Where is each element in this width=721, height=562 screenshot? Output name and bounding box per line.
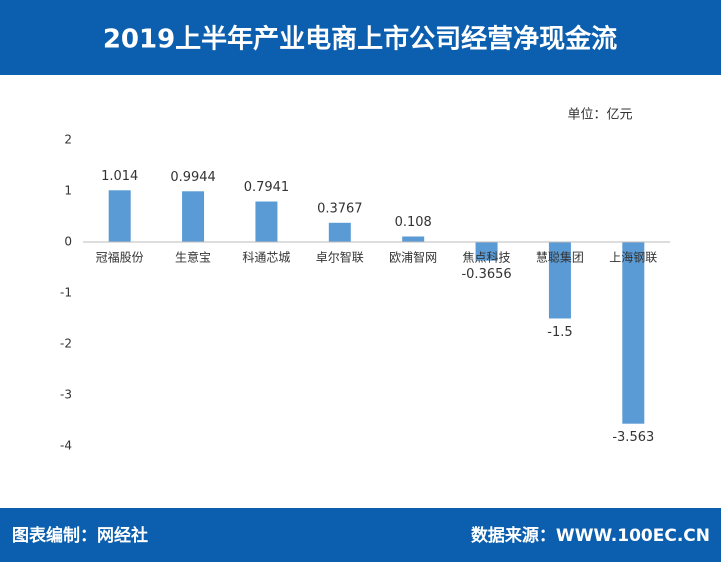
bar (548, 242, 571, 319)
x-tick-label: 欧浦智网 (389, 250, 437, 265)
bar (108, 190, 131, 242)
y-tick-label: 0 (64, 235, 72, 249)
value-label: 1.014 (101, 169, 138, 184)
footer-left: 图表编制：网经社 (12, 525, 148, 546)
bar (475, 242, 498, 261)
value-label: 0.3767 (317, 201, 363, 216)
x-tick-label: 上海钢联 (609, 250, 657, 265)
value-label: 0.7941 (244, 180, 290, 195)
bar (255, 201, 278, 242)
bar (328, 222, 351, 242)
chart-title: 2019上半年产业电商上市公司经营净现金流 (103, 24, 617, 55)
x-tick-label: 科通芯城 (242, 251, 290, 265)
value-label: -1.5 (547, 325, 572, 340)
y-tick-label: -3 (60, 388, 72, 402)
footer-right: 数据来源：WWW.100EC.CN (471, 525, 710, 546)
bar (402, 236, 425, 242)
header-band (0, 0, 721, 75)
y-tick-label: 2 (64, 133, 72, 147)
y-tick-label: -1 (60, 286, 72, 300)
y-tick-label: -4 (60, 439, 72, 453)
x-tick-label: 生意宝 (175, 250, 211, 265)
value-label: 0.9944 (170, 170, 216, 185)
unit-label: 单位：亿元 (567, 108, 632, 123)
value-label: -3.563 (612, 430, 654, 445)
y-tick-label: -2 (60, 337, 72, 351)
bar (622, 242, 645, 424)
x-tick-label: 卓尔智联 (316, 250, 364, 265)
x-tick-label: 焦点科技 (463, 251, 511, 265)
y-tick-label: 1 (64, 184, 72, 198)
x-tick-label: 慧聪集团 (536, 250, 584, 265)
value-label: 0.108 (395, 215, 432, 230)
x-tick-label: 冠福股份 (96, 250, 144, 265)
bar (182, 191, 205, 242)
value-label: -0.3656 (461, 267, 511, 282)
footer-band (0, 508, 721, 562)
